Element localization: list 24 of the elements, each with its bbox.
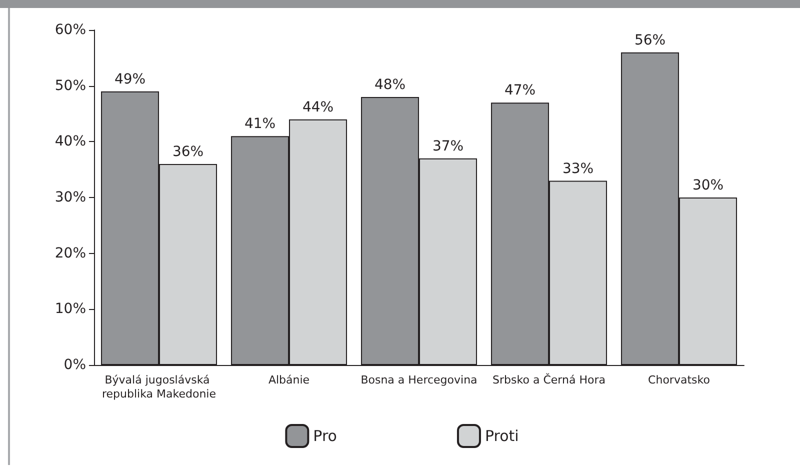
data-label: 30%	[692, 178, 724, 194]
data-label: 48%	[374, 77, 406, 93]
y-tick-label: 60%	[54, 22, 86, 38]
data-label: 36%	[172, 144, 204, 160]
data-label: 56%	[634, 32, 666, 48]
x-tick-label: Bývalá jugoslávská republika Makedonie	[102, 374, 216, 400]
y-tick-label: 20%	[54, 245, 86, 262]
x-tick-label: Srbsko a Černá Hora	[492, 372, 606, 386]
data-label: 37%	[432, 138, 464, 154]
x-tick-label: Albánie	[268, 374, 310, 386]
y-tick-label: 0%	[64, 357, 86, 373]
y-tick-label: 10%	[54, 301, 86, 318]
data-label: 41%	[244, 116, 276, 132]
x-tick-label: Chorvatsko	[648, 374, 710, 386]
data-label: 44%	[302, 99, 334, 116]
y-tick-label: 40%	[54, 134, 86, 150]
data-label: 49%	[114, 71, 146, 88]
data-label: 47%	[504, 82, 536, 99]
data-label: 33%	[562, 160, 594, 177]
x-tick-label: Bosna a Hercegovina	[360, 374, 478, 386]
legend-label: Pro	[313, 427, 337, 445]
legend-label: Proti	[484, 427, 519, 445]
y-tick-label: 50%	[54, 78, 86, 94]
y-tick-label: 30%	[54, 190, 86, 206]
